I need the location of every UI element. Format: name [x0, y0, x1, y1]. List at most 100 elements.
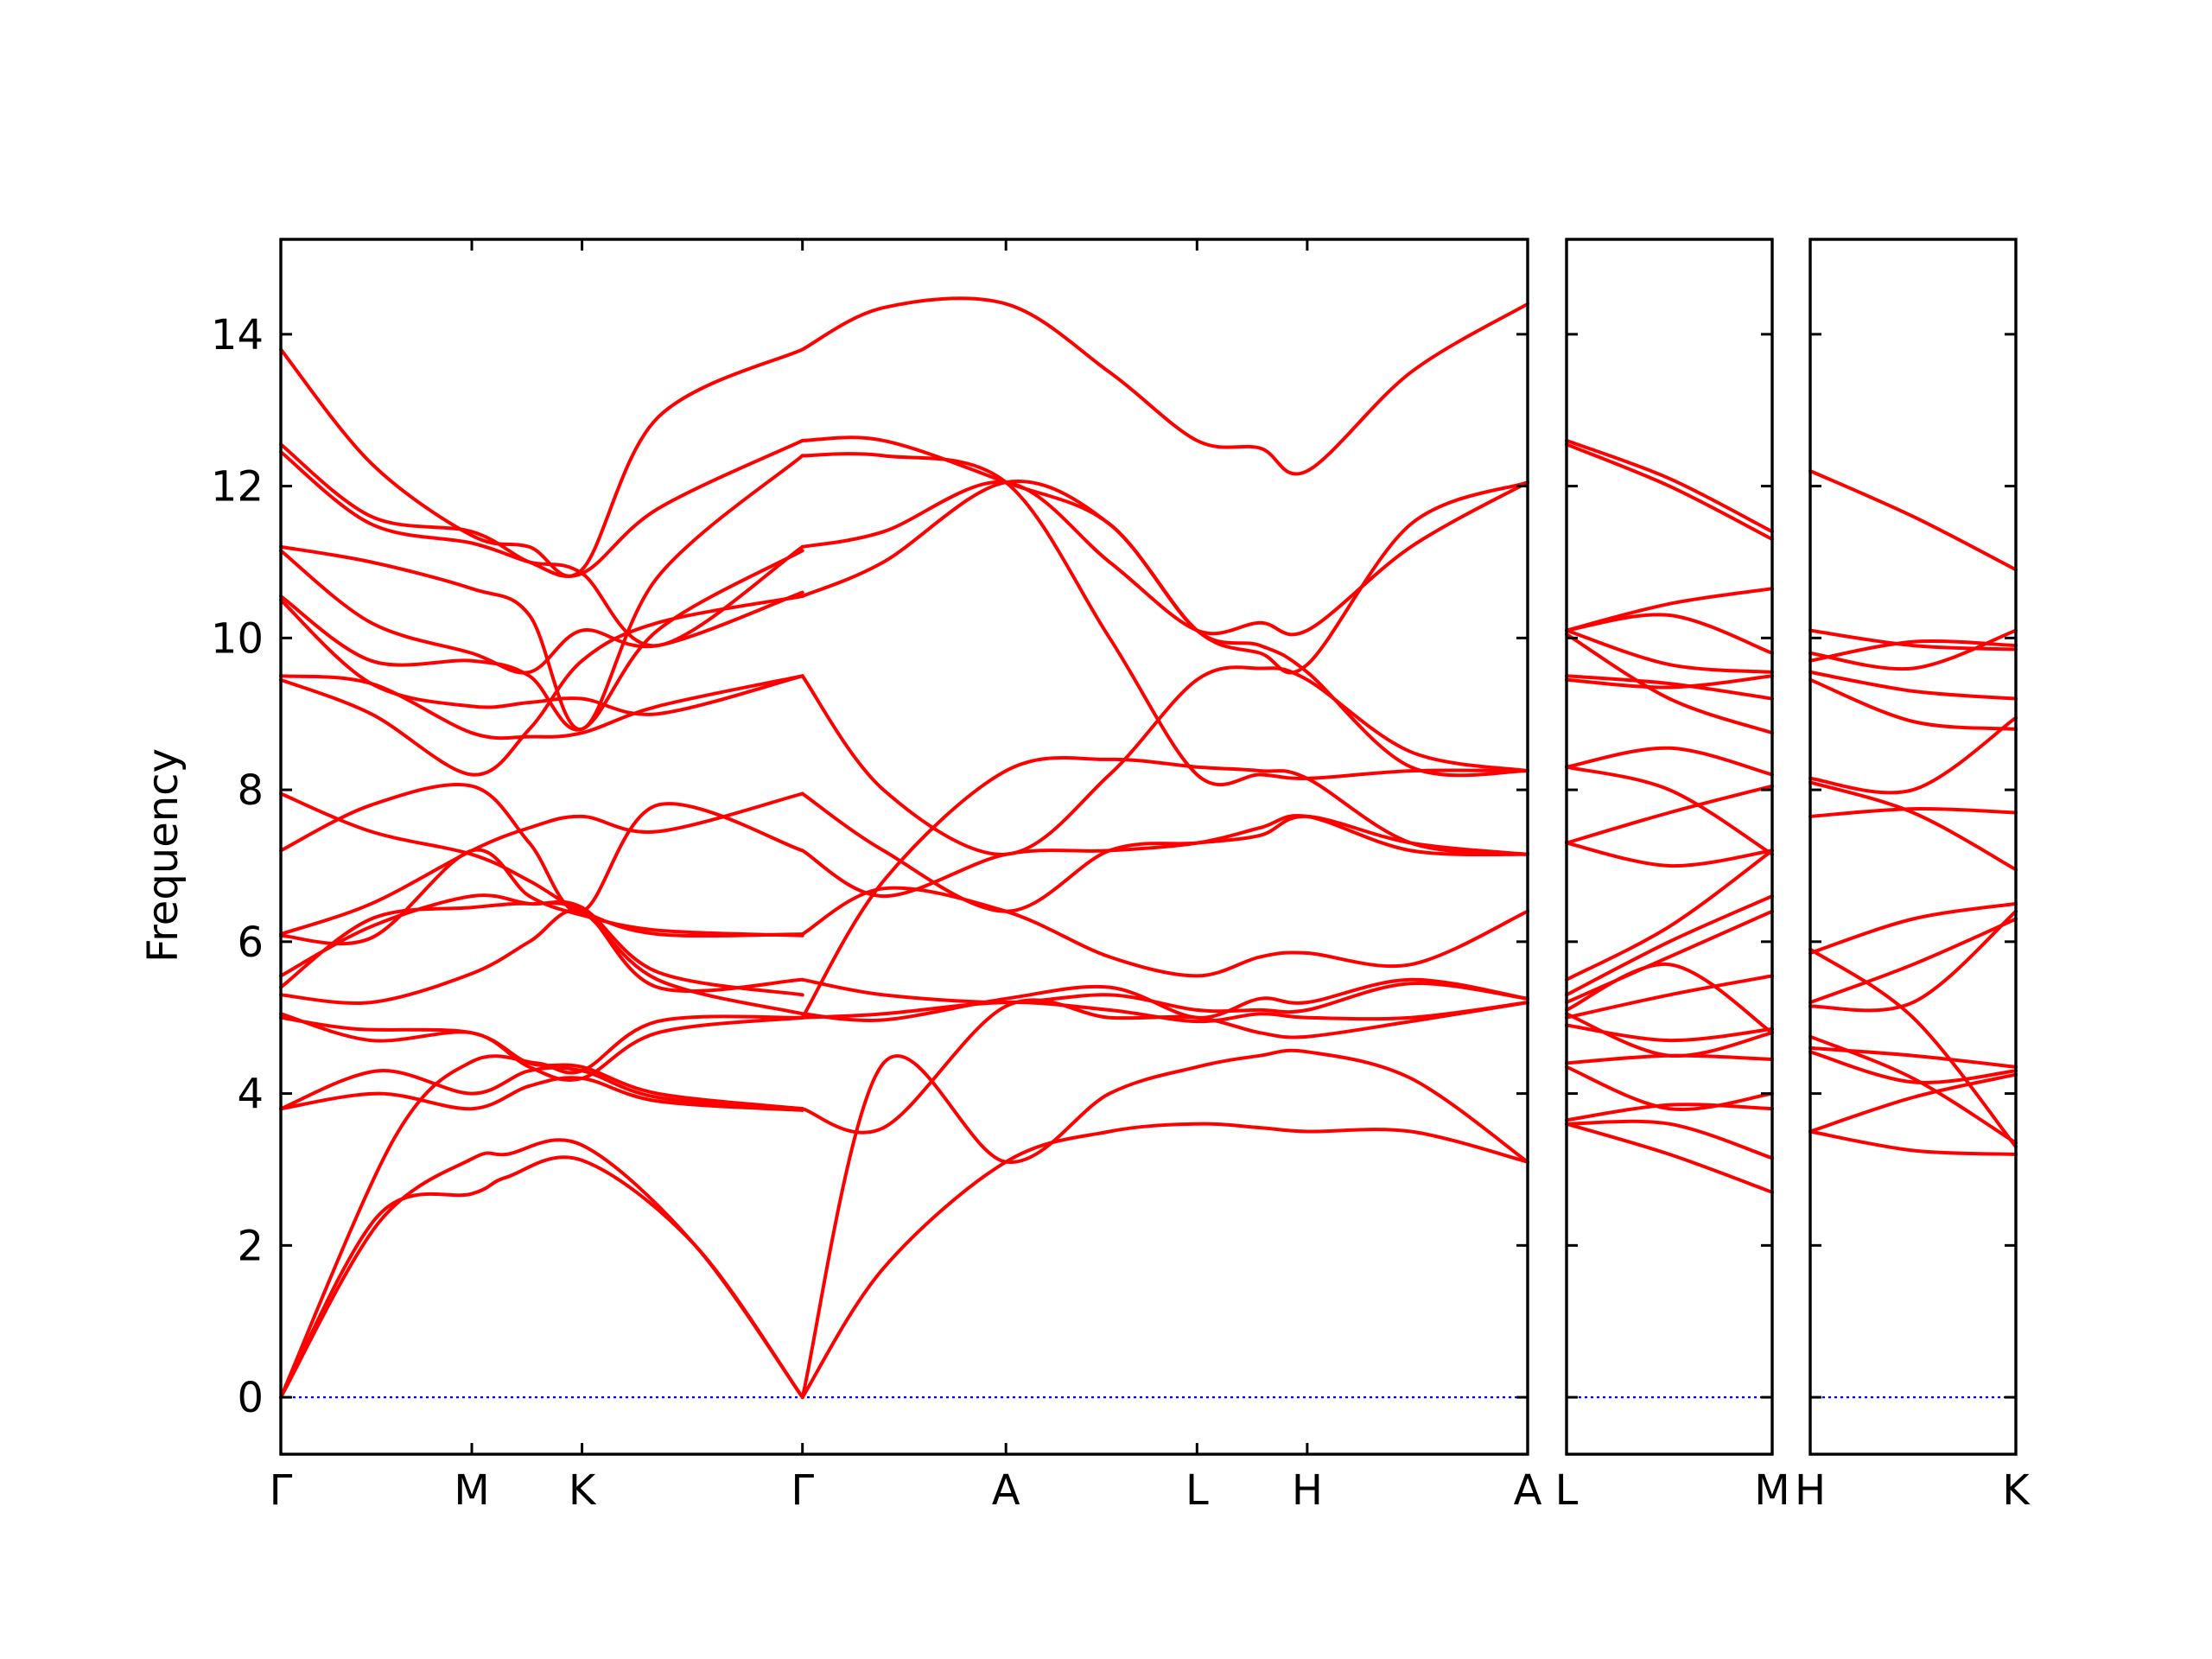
x-tick-label: M — [1754, 1466, 1789, 1515]
band-line — [1808, 639, 2018, 663]
x-tick-label: L — [1555, 1466, 1579, 1515]
band-line — [1808, 1046, 2018, 1069]
band-line — [279, 598, 804, 716]
y-tick-label: 2 — [237, 1222, 264, 1270]
band-line — [800, 1122, 1529, 1400]
band-line — [800, 977, 1529, 1022]
panel-frame — [279, 238, 1529, 1456]
band-line — [1565, 674, 1774, 690]
band-line — [1565, 1119, 1774, 1160]
band-line — [1565, 1122, 1774, 1194]
band-line — [279, 1138, 804, 1400]
panel-frame — [1808, 238, 2018, 1456]
x-tick-label: K — [2002, 1466, 2031, 1515]
band-line — [800, 998, 1529, 1135]
panel-frame — [1565, 238, 1774, 1456]
band-line — [279, 901, 804, 1016]
band-line — [1808, 807, 2018, 818]
band-line — [279, 893, 804, 997]
band-line — [800, 296, 1529, 476]
y-tick-label: 0 — [237, 1374, 264, 1422]
band-line — [279, 791, 804, 938]
y-tick-label: 12 — [211, 463, 264, 512]
band-line — [1565, 674, 1774, 701]
band-line — [279, 438, 804, 579]
band-line — [1565, 841, 1774, 868]
band-line — [1565, 974, 1774, 1020]
frames-layer — [279, 238, 2018, 1456]
band-line — [1565, 587, 1774, 632]
band-line — [1565, 1103, 1774, 1122]
band-line — [1808, 917, 2018, 1005]
band-line — [1808, 628, 2018, 652]
band-line — [1565, 1012, 1774, 1058]
x-tick-label: A — [1514, 1466, 1542, 1515]
band-line — [1808, 1034, 2018, 1145]
band-line — [279, 1015, 804, 1111]
band-line — [1808, 1072, 2018, 1134]
band-line — [279, 782, 804, 914]
band-line — [1565, 438, 1774, 534]
x-tick-label: M — [454, 1466, 489, 1515]
band-line — [1565, 894, 1774, 997]
x-tick-label: H — [1292, 1466, 1323, 1515]
band-line — [800, 977, 1529, 1014]
y-tick-label: 4 — [237, 1071, 264, 1119]
band-line — [1565, 784, 1774, 845]
band-line — [1808, 670, 2018, 701]
band-line — [1808, 909, 2018, 1013]
band-line — [1565, 765, 1774, 856]
band-line — [279, 1065, 804, 1111]
band-line — [279, 549, 804, 732]
band-line — [279, 347, 804, 578]
band-line — [1808, 947, 2018, 1149]
band-line — [1808, 901, 2018, 955]
band-line — [1808, 1050, 2018, 1084]
y-axis-title: Frequency — [139, 748, 188, 963]
band-line — [279, 454, 804, 731]
band-line — [1565, 909, 1774, 1005]
band-line — [800, 1001, 1529, 1024]
x-tick-label: H — [1795, 1466, 1826, 1515]
band-line — [800, 435, 1529, 778]
band-line — [1565, 628, 1774, 674]
x-tick-label: K — [569, 1466, 597, 1515]
band-line — [279, 848, 804, 946]
y-tick-label: 14 — [211, 311, 264, 359]
band-line — [800, 480, 1529, 637]
band-line — [1565, 442, 1774, 542]
x-tick-label: Γ — [270, 1466, 293, 1515]
band-line — [1565, 632, 1774, 735]
band-line — [800, 756, 1529, 1020]
band-line — [1565, 849, 1774, 982]
band-line — [1808, 628, 2018, 671]
band-line — [800, 791, 1529, 913]
band-line — [800, 814, 1529, 899]
band-line — [1808, 780, 2018, 872]
band-line — [800, 480, 1529, 675]
band-line — [1565, 1023, 1774, 1043]
y-tick-label: 8 — [237, 766, 264, 815]
band-line — [1808, 1129, 2018, 1156]
band-line — [800, 1048, 1529, 1400]
band-line — [800, 886, 1529, 978]
band-line — [1565, 1065, 1774, 1111]
band-line — [800, 452, 1529, 787]
y-tick-label: 6 — [237, 918, 264, 967]
x-tick-label: Γ — [791, 1466, 814, 1515]
y-tick-label: 10 — [211, 614, 264, 663]
band-line — [279, 1076, 804, 1112]
band-line — [1565, 963, 1774, 1035]
band-line — [1808, 469, 2018, 572]
band-line — [279, 908, 804, 1005]
bands-layer — [279, 296, 2018, 1400]
band-line — [279, 1012, 804, 1083]
band-line — [279, 791, 804, 937]
band-line — [279, 1155, 804, 1400]
band-line — [1808, 715, 2018, 795]
band-line — [1565, 746, 1774, 777]
x-tick-label: L — [1185, 1466, 1209, 1515]
